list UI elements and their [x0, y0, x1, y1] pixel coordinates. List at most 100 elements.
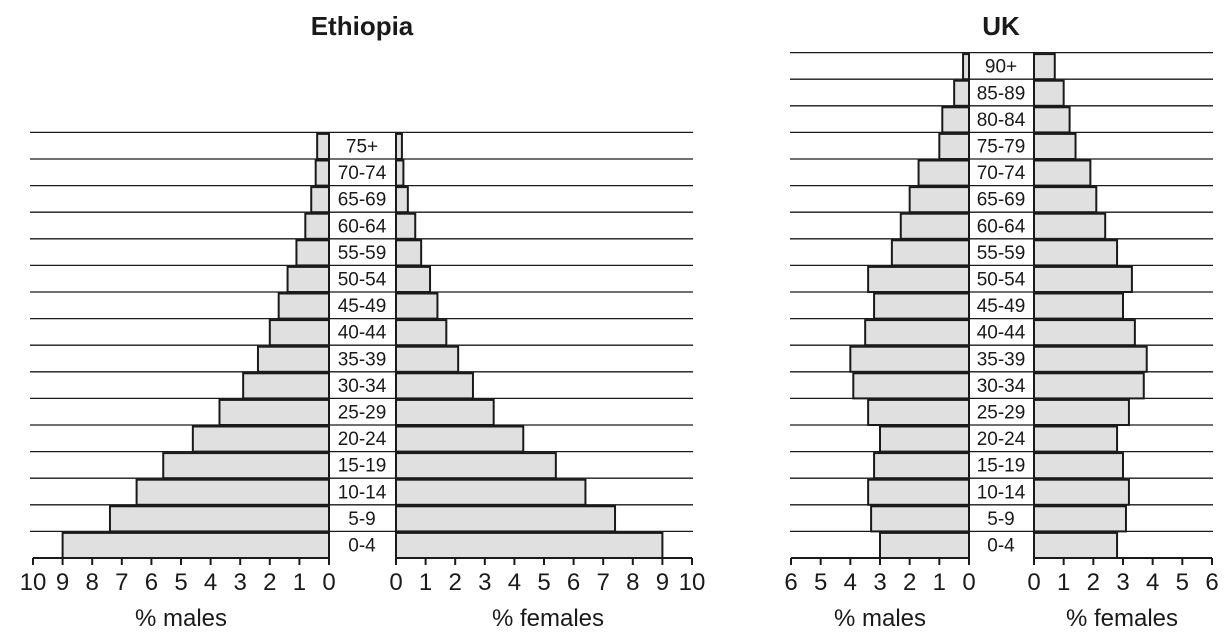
male-tick-label: 1 — [293, 569, 306, 596]
male-bar — [277, 292, 330, 320]
male-bar — [867, 265, 971, 293]
male-tick-label: 3 — [873, 569, 886, 596]
age-group-label: 60-64 — [338, 216, 387, 237]
male-bar — [899, 212, 970, 240]
male-tick-label: 7 — [115, 569, 128, 596]
female-bar — [1033, 478, 1130, 506]
female-bar — [395, 531, 664, 560]
female-bar — [1033, 292, 1124, 320]
female-bar — [395, 505, 617, 533]
age-group-label: 20-24 — [338, 429, 387, 450]
male-bar — [938, 132, 970, 160]
female-bar — [1033, 452, 1124, 480]
male-tick-label: 6 — [145, 569, 158, 596]
age-group-label: 45-49 — [338, 296, 387, 317]
age-group-label: 70-74 — [338, 163, 387, 184]
male-tick-label: 2 — [263, 569, 276, 596]
male-tick-label: 2 — [903, 569, 916, 596]
female-bar — [1033, 265, 1133, 293]
female-tick-label: 6 — [1205, 569, 1218, 596]
age-group-label: 10-14 — [338, 482, 387, 503]
age-group-label: 25-29 — [338, 403, 387, 424]
female-axis-label: % females — [1066, 605, 1178, 632]
age-group-label: 45-49 — [977, 296, 1026, 317]
male-tick-label: 3 — [234, 569, 247, 596]
female-bar — [1033, 212, 1107, 240]
male-bar — [879, 531, 970, 560]
female-tick-label: 0 — [1027, 569, 1040, 596]
male-bar — [162, 452, 330, 480]
female-bar — [1033, 132, 1077, 160]
male-bar — [867, 478, 971, 506]
male-axis-label: % males — [135, 605, 227, 632]
age-group-label: 85-89 — [977, 83, 1026, 104]
female-tick-label: 0 — [389, 569, 402, 596]
uk-pyramid: UK0-45-910-1415-1920-2425-2930-3435-3940… — [784, 11, 1218, 632]
male-tick-label: 4 — [204, 569, 217, 596]
female-bar — [395, 132, 403, 160]
female-tick-label: 10 — [679, 569, 706, 596]
female-bar — [395, 398, 495, 426]
male-bar — [890, 239, 970, 267]
female-bar — [395, 265, 432, 293]
age-group-label: 5-9 — [348, 509, 375, 530]
male-tick-label: 6 — [784, 569, 797, 596]
male-bar — [873, 292, 970, 320]
male-tick-label: 8 — [86, 569, 99, 596]
male-bar — [191, 425, 330, 453]
age-group-label: 30-34 — [338, 376, 387, 397]
age-group-label: 55-59 — [338, 243, 387, 264]
male-bar — [314, 159, 330, 187]
age-group-label: 25-29 — [977, 403, 1026, 424]
male-tick-label: 5 — [174, 569, 187, 596]
age-group-label: 0-4 — [987, 536, 1015, 557]
female-tick-label: 8 — [626, 569, 639, 596]
age-group-label: 80-84 — [977, 110, 1026, 131]
age-group-label: 50-54 — [977, 270, 1026, 291]
age-group-label: 40-44 — [977, 323, 1026, 344]
male-bar — [108, 505, 330, 533]
female-bar — [395, 319, 448, 347]
male-bar — [304, 212, 331, 240]
male-bar — [268, 319, 330, 347]
male-bar — [242, 372, 330, 400]
female-tick-label: 1 — [419, 569, 432, 596]
female-tick-label: 7 — [597, 569, 610, 596]
male-bar — [864, 319, 971, 347]
male-bar — [917, 159, 970, 187]
female-bar — [1033, 345, 1148, 373]
male-bar — [867, 398, 971, 426]
age-group-label: 65-69 — [977, 190, 1026, 211]
female-tick-label: 3 — [1116, 569, 1129, 596]
chart-title: UK — [982, 11, 1020, 41]
male-bar — [962, 53, 970, 81]
female-tick-label: 5 — [537, 569, 550, 596]
age-group-label: 75+ — [346, 137, 378, 158]
male-tick-label: 0 — [962, 569, 975, 596]
age-group-label: 40-44 — [338, 323, 387, 344]
female-tick-label: 4 — [1146, 569, 1159, 596]
male-bar — [873, 452, 970, 480]
female-bar — [1033, 319, 1136, 347]
female-tick-label: 2 — [449, 569, 462, 596]
age-group-label: 0-4 — [348, 536, 376, 557]
male-tick-label: 4 — [844, 569, 857, 596]
female-tick-label: 3 — [478, 569, 491, 596]
male-bar — [941, 106, 970, 134]
age-group-label: 5-9 — [987, 509, 1014, 530]
female-bar — [1033, 372, 1145, 400]
male-bar — [61, 531, 330, 560]
female-tick-label: 6 — [567, 569, 580, 596]
female-bar — [1033, 53, 1056, 81]
female-bar — [395, 239, 423, 267]
female-bar — [395, 345, 460, 373]
female-axis-label: % females — [492, 605, 604, 632]
female-bar — [395, 292, 439, 320]
male-bar — [879, 425, 970, 453]
male-bar — [135, 478, 330, 506]
female-bar — [1033, 505, 1127, 533]
age-group-label: 15-19 — [977, 456, 1026, 477]
male-bar — [218, 398, 330, 426]
